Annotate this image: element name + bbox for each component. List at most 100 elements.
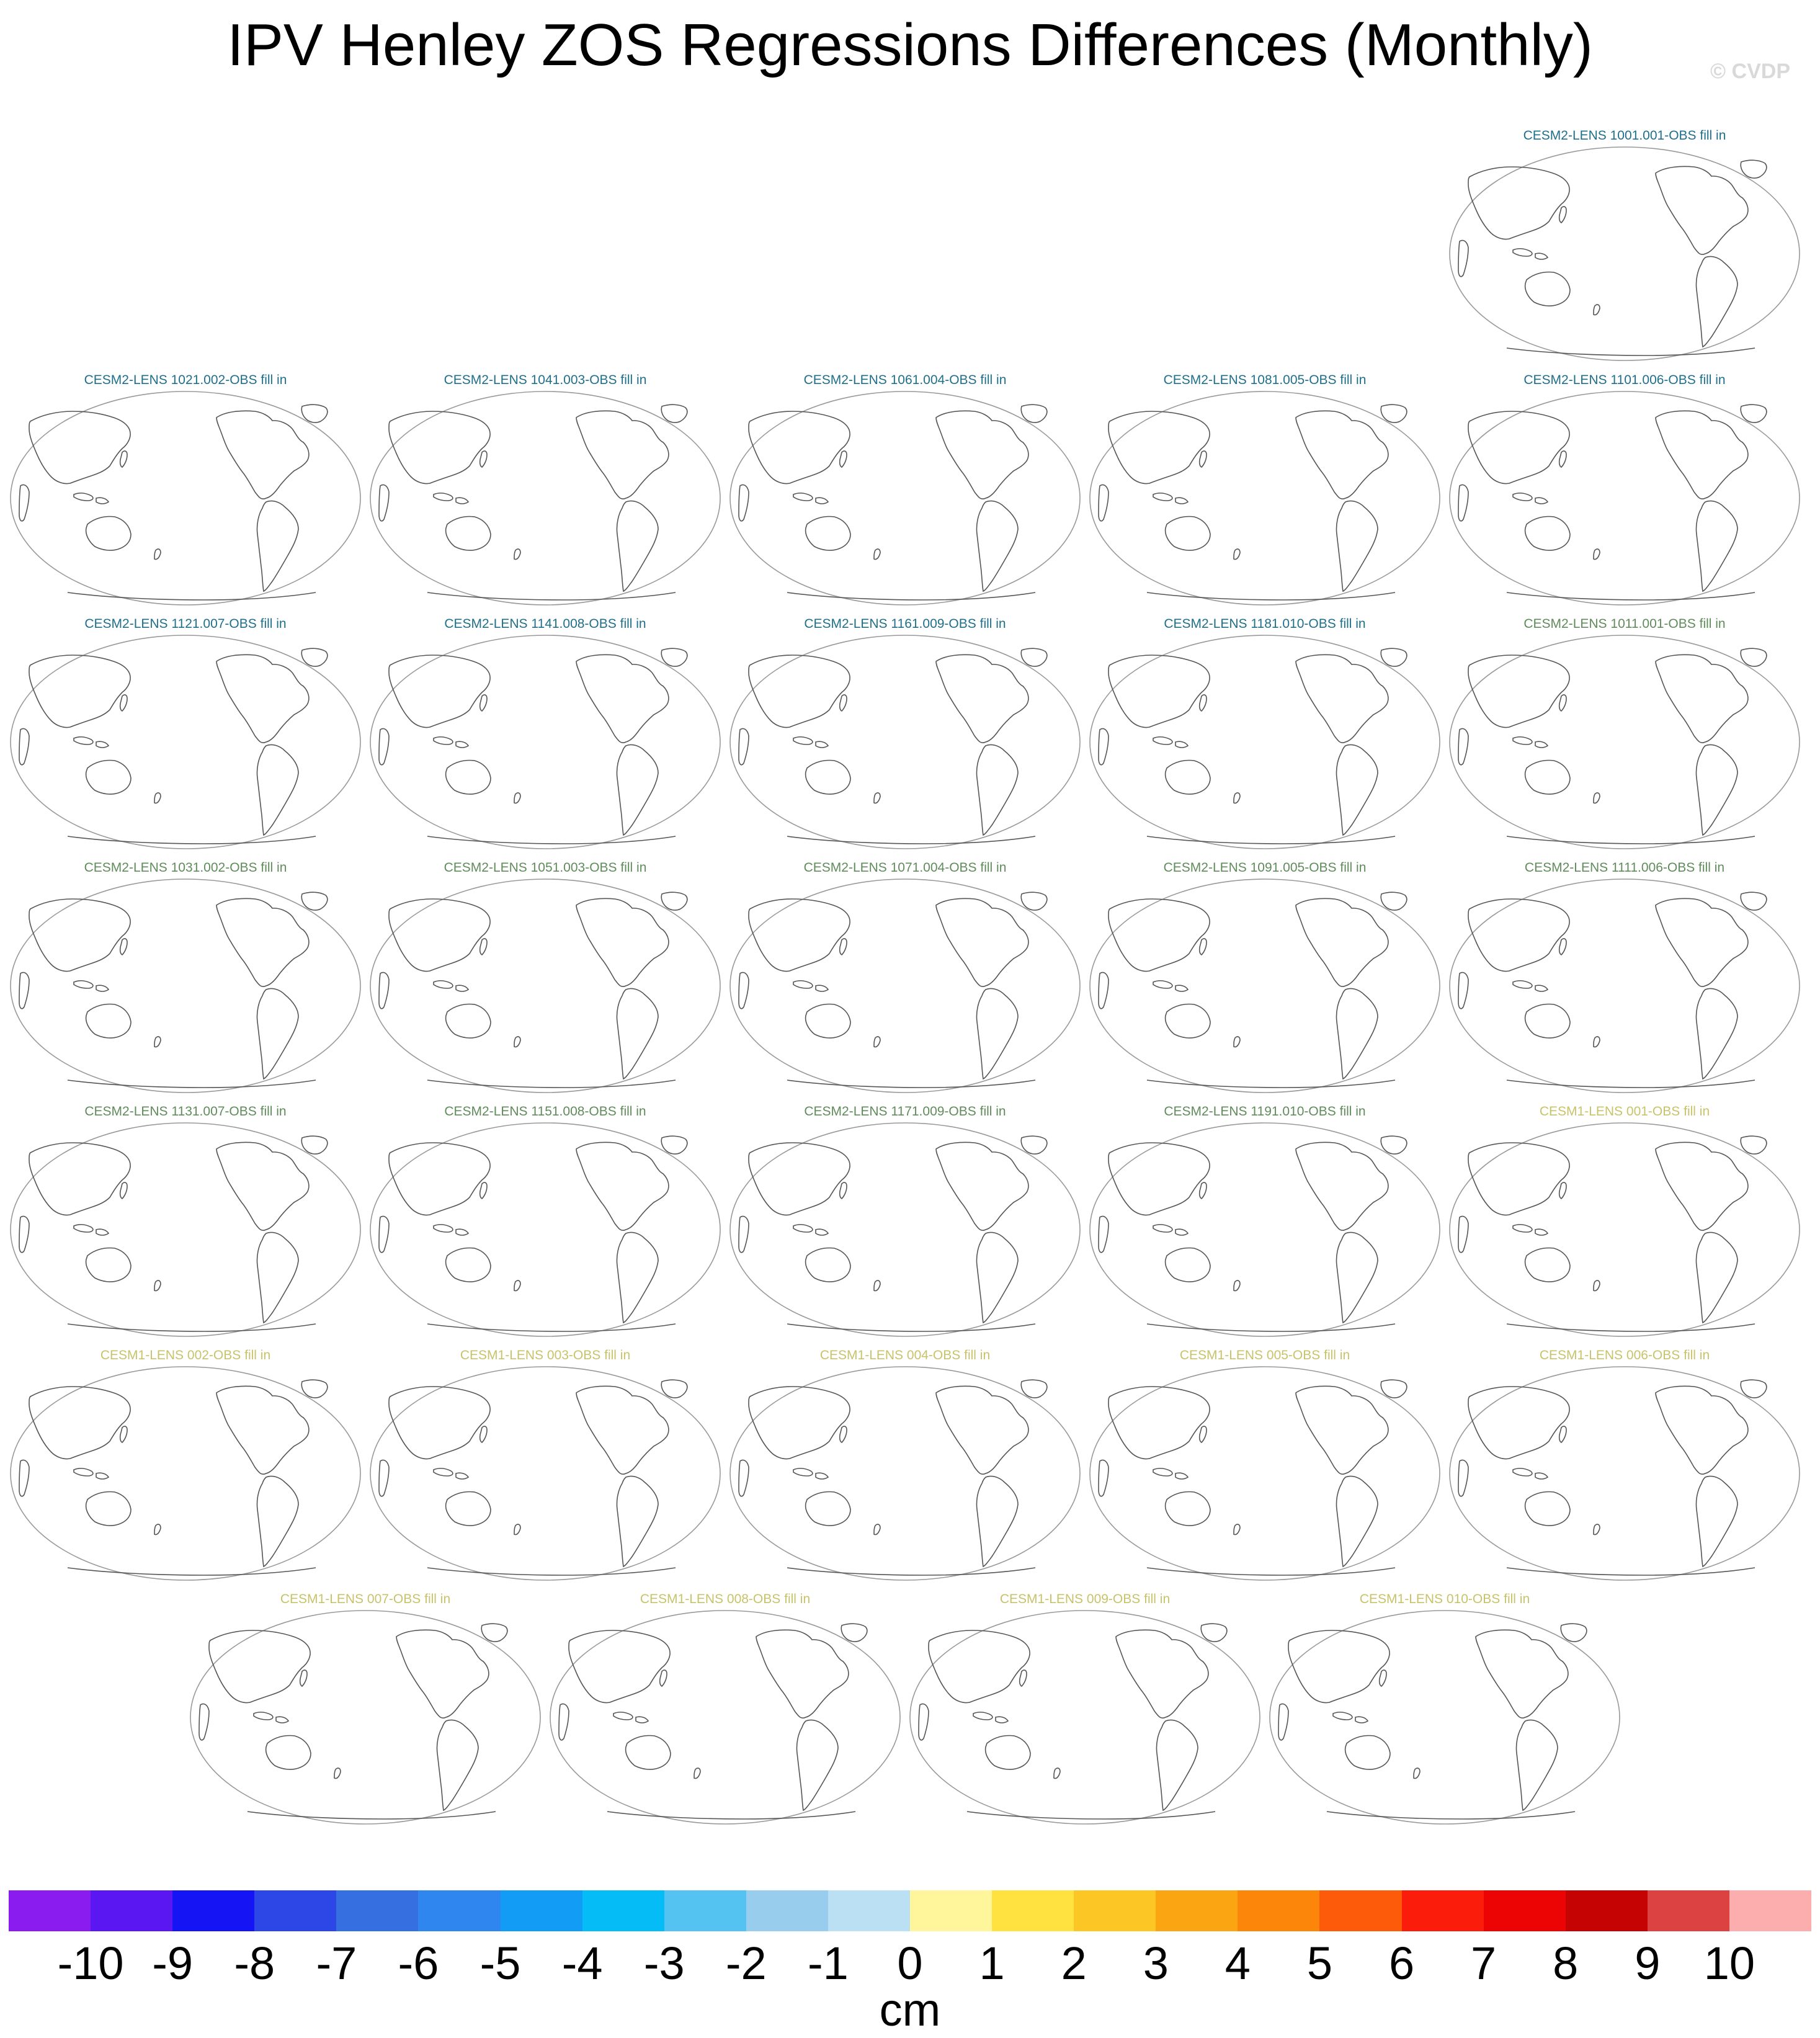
- coastline: [1146, 836, 1396, 844]
- coastline: [694, 1768, 701, 1779]
- map-border: [729, 878, 1081, 1093]
- coastline: [19, 1459, 30, 1497]
- panel-title: CESM2-LENS 1141.008-OBS fill in: [444, 617, 646, 631]
- coastline: [1164, 516, 1211, 551]
- coastline: [1524, 759, 1571, 795]
- coastline: [1558, 938, 1567, 955]
- coastline: [815, 497, 829, 504]
- colorbar: [9, 1890, 1812, 1931]
- map-panel: CESM2-LENS 1101.006-OBS fill in: [1448, 372, 1801, 608]
- coastline: [1593, 1524, 1600, 1535]
- coastline: [514, 1280, 521, 1292]
- world-map: [909, 1610, 1260, 1825]
- coastline: [1098, 728, 1109, 766]
- coastline: [1458, 972, 1469, 1009]
- coastline: [661, 1379, 688, 1398]
- coastline: [839, 1426, 847, 1443]
- world-map: [370, 391, 721, 606]
- colorbar-box: [992, 1890, 1074, 1931]
- coastline: [299, 1669, 308, 1687]
- coastline: [1233, 548, 1241, 560]
- coastline: [558, 1703, 569, 1741]
- coastline: [1593, 1036, 1600, 1048]
- coastline: [748, 1142, 850, 1216]
- coastline: [1164, 1003, 1211, 1039]
- coastline: [1019, 1669, 1027, 1687]
- coastline: [966, 1811, 1216, 1820]
- world-map: [370, 1366, 721, 1581]
- coastline: [1175, 1228, 1189, 1236]
- coastline: [514, 1524, 521, 1535]
- world-map: [729, 878, 1081, 1093]
- coastline: [1146, 592, 1396, 601]
- coastline: [625, 1735, 671, 1770]
- coastline: [96, 1472, 110, 1480]
- coastline: [216, 654, 310, 744]
- coastline: [455, 497, 470, 504]
- colorbar-tick-label: -7: [316, 1937, 357, 1989]
- coastline: [1380, 1379, 1407, 1398]
- panel-title: CESM1-LENS 006-OBS fill in: [1539, 1348, 1710, 1362]
- coastline: [433, 1224, 453, 1233]
- panel-title: CESM2-LENS 1181.010-OBS fill in: [1164, 617, 1366, 631]
- world-map: [10, 635, 361, 849]
- coastline: [247, 1811, 496, 1820]
- coastline: [1535, 741, 1549, 748]
- coastline: [119, 450, 128, 468]
- map-panel: CESM1-LENS 005-OBS fill in: [1088, 1347, 1442, 1583]
- coastline: [1153, 736, 1173, 745]
- coastline: [1164, 1247, 1211, 1282]
- coastline: [1468, 1142, 1570, 1216]
- coastline: [1695, 988, 1738, 1080]
- coastline: [1524, 1491, 1571, 1526]
- panel-title: CESM1-LENS 007-OBS fill in: [280, 1592, 451, 1606]
- map-panel: CESM1-LENS 004-OBS fill in: [728, 1347, 1082, 1583]
- coastline: [995, 1716, 1009, 1723]
- panel-title: CESM2-LENS 1111.006-OBS fill in: [1524, 860, 1725, 875]
- coastline: [514, 1036, 521, 1048]
- coastline: [1458, 1215, 1469, 1253]
- coastline: [455, 1472, 470, 1480]
- colorbar-box: [1483, 1890, 1566, 1931]
- coastline: [433, 736, 453, 745]
- colorbar-box: [582, 1890, 665, 1931]
- coastline: [1524, 1003, 1571, 1039]
- coastline: [1740, 1379, 1767, 1398]
- coastline: [1506, 1079, 1755, 1088]
- coastline: [1593, 1280, 1600, 1292]
- coastline: [427, 836, 676, 844]
- coastline: [1175, 985, 1189, 992]
- coastline: [1326, 1811, 1576, 1820]
- coastline: [1115, 1629, 1209, 1719]
- coastline: [918, 1703, 929, 1741]
- coastline: [378, 484, 390, 522]
- coastline: [1336, 1475, 1378, 1568]
- map-border: [1449, 635, 1800, 849]
- coastline: [1288, 1630, 1390, 1704]
- coastline: [96, 985, 110, 992]
- colorbar-tick-label: 3: [1143, 1937, 1169, 1989]
- map-border: [1089, 1122, 1440, 1337]
- panel-title: CESM2-LENS 1161.009-OBS fill in: [804, 617, 1006, 631]
- panel-title: CESM1-LENS 003-OBS fill in: [460, 1348, 631, 1362]
- panel-title: CESM2-LENS 1071.004-OBS fill in: [803, 860, 1007, 875]
- coastline: [793, 980, 813, 989]
- coastline: [479, 1182, 488, 1199]
- coastline: [154, 792, 161, 804]
- coastline: [199, 1703, 210, 1741]
- map-panel: CESM1-LENS 001-OBS fill in: [1448, 1104, 1801, 1339]
- colorbar-labels: -10 -9 -8 -7 -6 -5 -4 -3 -2 -1 0 1 2 3 4 5 6 7 8 9 10: [0, 1936, 1820, 1998]
- coastline: [935, 1385, 1029, 1475]
- coastline: [119, 1182, 128, 1199]
- coastline: [1108, 1142, 1210, 1216]
- colorbar-tick-label: 4: [1224, 1937, 1251, 1989]
- panel-title: CESM2-LENS 1051.003-OBS fill in: [444, 860, 647, 875]
- coastline: [1740, 404, 1767, 423]
- coastline: [659, 1669, 667, 1687]
- coastline: [1524, 271, 1571, 306]
- colorbar-box: [664, 1890, 747, 1931]
- coastline: [1475, 1629, 1569, 1719]
- coastline: [616, 500, 659, 592]
- map-border: [729, 1122, 1081, 1337]
- coastline: [738, 1459, 749, 1497]
